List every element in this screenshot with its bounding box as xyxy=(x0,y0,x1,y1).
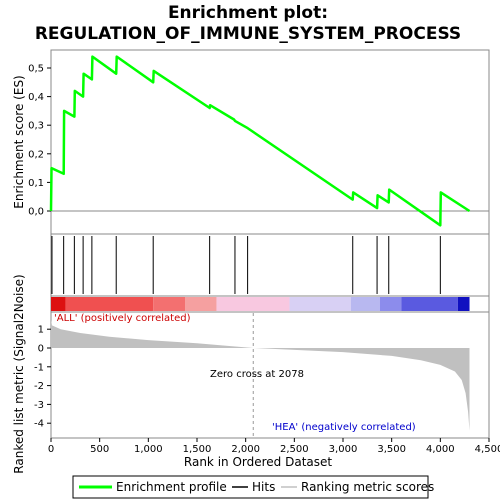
x-axis-label: Rank in Ordered Dataset xyxy=(184,455,332,469)
x-tick-label: 3,000 xyxy=(329,444,358,455)
color-bar-segment xyxy=(51,297,66,311)
enrichment-profile-line xyxy=(49,55,471,227)
x-tick-label: 2,500 xyxy=(280,444,309,455)
metric-area-group xyxy=(51,313,470,437)
es-y-tick-label: 0,5 xyxy=(28,64,44,75)
ranking-metric-area xyxy=(51,319,470,431)
x-tick-label: 1,000 xyxy=(134,444,163,455)
es-y-ticks: 0,0 0,1 0,2 0,3 0,4 0,5 xyxy=(28,64,51,218)
x-tick-label: 4,000 xyxy=(426,444,455,455)
legend-metric-label: Ranking metric scores xyxy=(301,480,434,494)
chart-title-line2: REGULATION_OF_IMMUNE_SYSTEM_PROCESS xyxy=(35,24,461,44)
x-tick-label: 4,500 xyxy=(475,444,500,455)
es-y-tick-label: 0,0 xyxy=(28,207,44,218)
es-y-axis-label: Enrichment score (ES) xyxy=(12,75,26,208)
es-y-tick-label: 0,4 xyxy=(28,92,44,103)
hits-panel-frame xyxy=(50,233,490,297)
metric-y-tick-label: -2 xyxy=(34,381,44,392)
metric-y-tick-label: 0 xyxy=(38,344,44,355)
color-bar-segment xyxy=(457,297,470,311)
x-tick-label: 2,000 xyxy=(231,444,260,455)
positive-correlation-label: 'ALL' (positively correlated) xyxy=(54,313,191,324)
chart-title-line1: Enrichment plot: xyxy=(168,3,328,23)
metric-y-axis-label: Ranked list metric (Signal2Noise) xyxy=(12,274,26,473)
x-tick-label: 1,500 xyxy=(183,444,212,455)
es-y-tick-label: 0,3 xyxy=(28,121,44,132)
metric-y-tick-label: -4 xyxy=(34,419,44,430)
es-curve-group xyxy=(49,55,471,227)
color-bar-segment xyxy=(379,297,402,311)
zero-cross-label: Zero cross at 2078 xyxy=(210,369,304,380)
color-bar-segment xyxy=(216,297,290,311)
metric-y-tick-label: -1 xyxy=(34,362,44,373)
color-bar-segment xyxy=(153,297,186,311)
color-bar-segment xyxy=(289,297,351,311)
metric-y-tick-label: -3 xyxy=(34,400,44,411)
legend-hits-label: Hits xyxy=(252,480,275,494)
color-bar-segment xyxy=(185,297,217,311)
legend: Enrichment profile Hits Ranking metric s… xyxy=(72,475,434,499)
color-bar xyxy=(51,297,470,311)
metric-y-ticks: 1 0 -1 -2 -3 -4 xyxy=(34,325,51,430)
es-y-tick-label: 0,2 xyxy=(28,149,44,160)
metric-panel-frame xyxy=(50,311,490,439)
hits-group xyxy=(51,236,441,294)
legend-enrichment-label: Enrichment profile xyxy=(116,480,227,494)
x-tick-label: 0 xyxy=(48,444,54,455)
x-tick-label: 3,500 xyxy=(377,444,406,455)
legend-box xyxy=(72,475,429,499)
color-bar-segment xyxy=(350,297,380,311)
x-ticks: 0 500 1,000 1,500 2,000 2,500 3,000 3,500 4,000 4… xyxy=(48,438,500,455)
negative-correlation-label: 'HEA' (negatively correlated) xyxy=(272,422,416,433)
color-bar-segment xyxy=(65,297,154,311)
color-bar-segment xyxy=(401,297,458,311)
metric-y-tick-label: 1 xyxy=(38,325,44,336)
x-tick-label: 500 xyxy=(90,444,109,455)
es-y-tick-label: 0,1 xyxy=(28,178,44,189)
